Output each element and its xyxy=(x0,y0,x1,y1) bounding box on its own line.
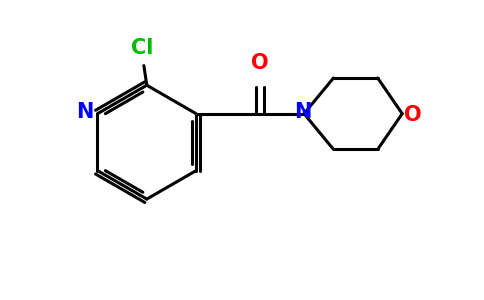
Text: O: O xyxy=(251,52,269,73)
Text: O: O xyxy=(404,105,422,125)
Text: N: N xyxy=(294,102,312,122)
Text: Cl: Cl xyxy=(131,38,153,58)
Text: N: N xyxy=(76,102,93,122)
